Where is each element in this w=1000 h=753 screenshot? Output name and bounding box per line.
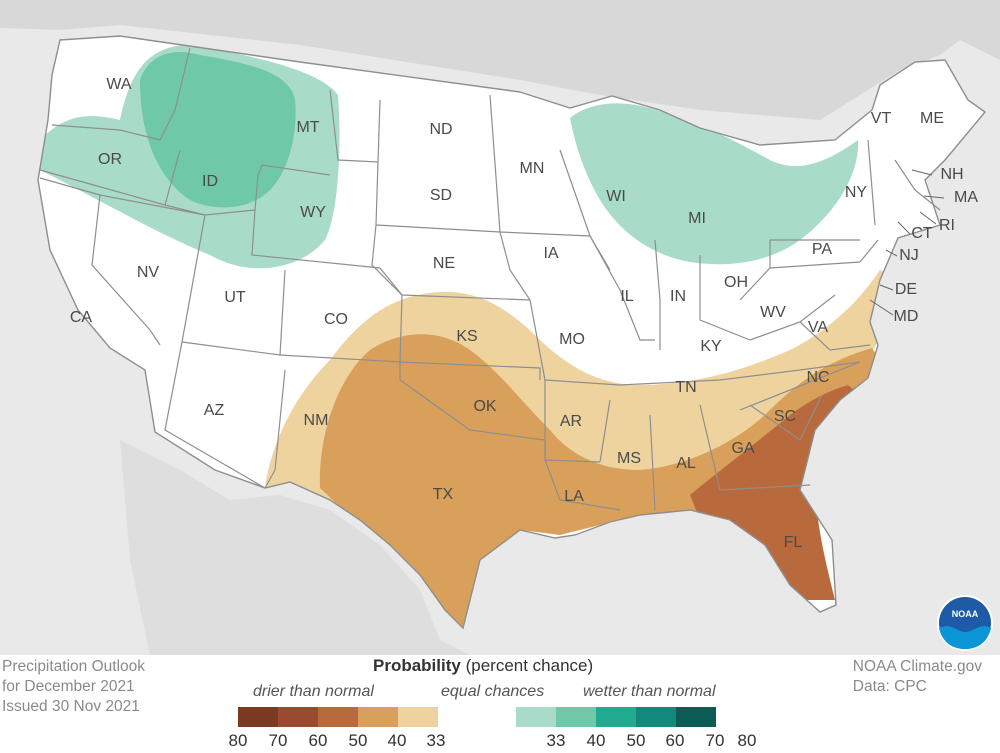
state-label-az: AZ	[204, 402, 225, 419]
state-label-ne: NE	[433, 255, 455, 272]
state-label-ri: RI	[939, 217, 955, 234]
legend-swatch-drier-60	[318, 707, 358, 727]
mexico-landmass	[120, 440, 470, 655]
legend-swatch-wetter-80	[676, 707, 716, 727]
legend-tick: 33	[546, 731, 566, 750]
legend-swatch-drier-80	[238, 707, 278, 727]
state-label-ca: CA	[70, 309, 93, 326]
state-label-va: VA	[808, 319, 828, 336]
state-label-mt: MT	[296, 119, 319, 136]
map-caption: Precipitation Outlook for December 2021 …	[2, 657, 145, 717]
legend-tick: 33	[426, 731, 446, 750]
state-label-wi: WI	[606, 188, 626, 205]
state-label-wa: WA	[106, 76, 132, 93]
state-label-id: ID	[202, 173, 218, 190]
state-label-ok: OK	[473, 398, 496, 415]
legend-swatch-drier-50	[358, 707, 398, 727]
legend-tick: 80	[737, 731, 757, 750]
state-labels: WA OR ID MT WY CA NV UT CO AZ NM ND SD N…	[70, 76, 978, 551]
state-label-ms: MS	[617, 450, 641, 467]
legend-tick: 60	[665, 731, 685, 750]
state-label-pa: PA	[812, 241, 832, 258]
legend-tick: 40	[387, 731, 407, 750]
state-label-tn: TN	[675, 379, 696, 396]
state-label-ar: AR	[560, 413, 582, 430]
state-label-vt: VT	[871, 110, 892, 127]
legend-swatch-equal	[438, 707, 516, 727]
legend-swatch-wetter-40	[516, 707, 556, 727]
caption-issued: Issued 30 Nov 2021	[2, 698, 140, 715]
legend-tick: 70	[705, 731, 725, 750]
legend-wetter-label: wetter than normal	[583, 683, 716, 700]
caption-title: Precipitation Outlook	[2, 658, 146, 675]
state-label-wv: WV	[760, 304, 786, 321]
credit-data: Data: CPC	[852, 678, 927, 695]
drier-40-50-south	[319, 334, 881, 628]
state-label-ks: KS	[456, 328, 477, 345]
probability-shading	[40, 45, 900, 628]
state-label-ct: CT	[911, 225, 933, 242]
wetter-33-40-great-lakes	[570, 103, 859, 265]
state-boundaries	[39, 47, 941, 511]
state-label-sd: SD	[430, 187, 452, 204]
state-label-ky: KY	[700, 338, 722, 355]
legend-tick: 70	[268, 731, 288, 750]
legend-drier-label: drier than normal	[253, 683, 374, 700]
state-label-in: IN	[670, 288, 686, 305]
legend-tick: 40	[586, 731, 606, 750]
legend-swatch-wetter-70	[636, 707, 676, 727]
state-label-mo: MO	[559, 331, 585, 348]
state-label-me: ME	[920, 110, 944, 127]
state-label-nd: ND	[429, 121, 452, 138]
label-leader-lines	[869, 169, 945, 316]
canada-landmass	[0, 0, 1000, 120]
state-label-la: LA	[564, 488, 584, 505]
state-label-wy: WY	[300, 204, 326, 221]
state-label-nv: NV	[137, 264, 160, 281]
state-label-sc: SC	[774, 408, 796, 425]
caption-period: for December 2021	[2, 678, 135, 695]
legend-title-bold: Probability	[373, 656, 461, 675]
legend-tick: 60	[308, 731, 328, 750]
wetter-40-50-northwest	[140, 51, 296, 208]
legend-equal-label: equal chances	[441, 683, 545, 700]
legend-swatch-drier-70	[278, 707, 318, 727]
state-label-nc: NC	[806, 369, 829, 386]
legend-tick: 50	[626, 731, 646, 750]
legend-color-bar	[238, 707, 716, 727]
state-label-co: CO	[324, 311, 348, 328]
noaa-logo-icon: NOAA	[937, 595, 993, 651]
state-label-tx: TX	[433, 486, 454, 503]
state-label-mn: MN	[520, 160, 545, 177]
state-label-de: DE	[895, 281, 917, 298]
legend-swatch-drier-40	[398, 707, 438, 727]
state-label-ma: MA	[954, 189, 978, 206]
state-label-md: MD	[894, 308, 919, 325]
state-label-oh: OH	[724, 274, 748, 291]
legend-title-rest: (percent chance)	[460, 656, 594, 675]
legend-tick: 50	[348, 731, 368, 750]
map-footer: Precipitation Outlook for December 2021 …	[0, 655, 1000, 753]
state-label-ut: UT	[224, 289, 246, 306]
legend-title: Probability (percent chance)	[373, 656, 593, 676]
state-label-nm: NM	[304, 412, 329, 429]
credit-source: NOAA Climate.gov	[852, 658, 982, 675]
noaa-logo-text: NOAA	[952, 609, 979, 619]
legend-swatch-wetter-60	[596, 707, 636, 727]
state-label-ia: IA	[543, 245, 558, 262]
state-label-al: AL	[676, 455, 696, 472]
state-label-fl: FL	[784, 534, 803, 551]
state-label-nj: NJ	[899, 247, 919, 264]
legend-tick: 80	[228, 731, 248, 750]
state-label-ga: GA	[731, 440, 754, 457]
state-label-or: OR	[98, 151, 122, 168]
map-credits: NOAA Climate.gov Data: CPC	[853, 657, 982, 697]
precipitation-outlook-map: WA OR ID MT WY CA NV UT CO AZ NM ND SD N…	[0, 0, 1000, 655]
state-label-nh: NH	[940, 166, 963, 183]
state-label-il: IL	[620, 288, 633, 305]
state-label-mi: MI	[688, 210, 706, 227]
legend-swatch-wetter-50	[556, 707, 596, 727]
state-label-ny: NY	[845, 184, 868, 201]
